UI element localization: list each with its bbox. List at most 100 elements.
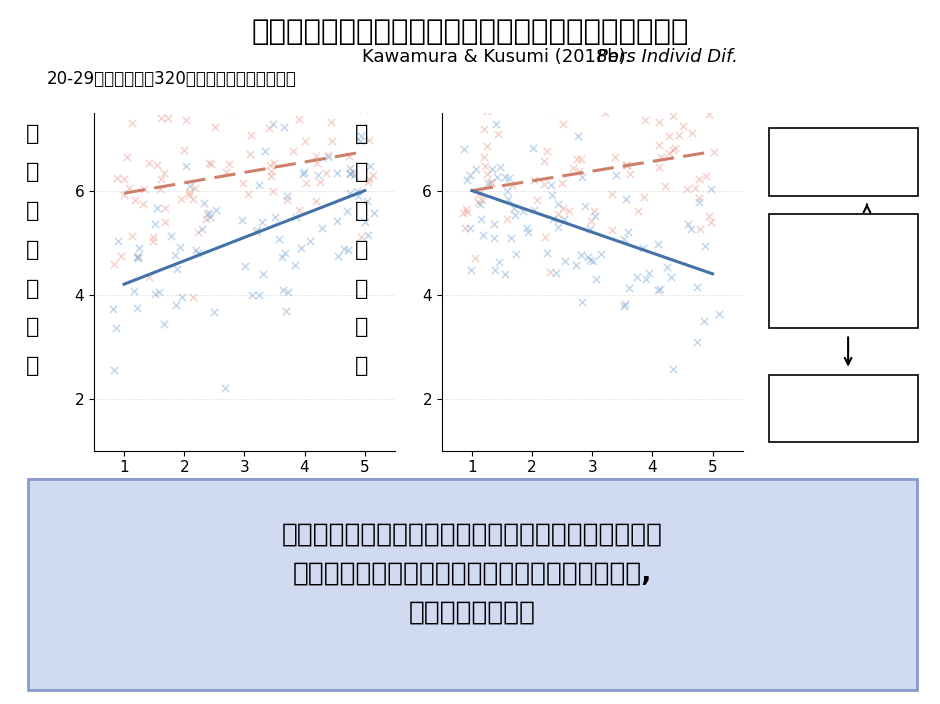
Point (467, 252, 482, 263)
Point (650, 284, 666, 296)
Point (342, 162, 357, 173)
Point (638, 274, 653, 285)
Point (477, 123, 492, 134)
Point (634, 90, 649, 101)
Point (555, 177, 570, 189)
Text: 他: 他 (355, 163, 368, 182)
Point (360, 229, 375, 240)
Text: 評: 評 (26, 279, 39, 298)
Point (658, 180, 673, 191)
Point (566, 162, 581, 173)
Point (272, 48, 287, 59)
Text: 値: 値 (26, 356, 39, 376)
Text: 規範: 規範 (785, 229, 803, 244)
Point (540, 145, 555, 156)
Point (549, 268, 564, 279)
Point (252, 289, 267, 301)
Point (557, 256, 572, 267)
Point (252, 180, 267, 191)
Text: 定: 定 (26, 318, 39, 337)
Point (185, 291, 200, 303)
Point (521, 226, 536, 237)
Point (263, 170, 278, 182)
Point (556, 202, 571, 213)
Point (631, 206, 646, 217)
Point (261, 122, 276, 133)
Point (508, 209, 523, 220)
Point (366, 170, 381, 181)
Point (714, 48, 729, 59)
Point (244, 289, 259, 301)
Point (330, 215, 345, 227)
Point (130, 303, 145, 314)
Point (367, 208, 382, 219)
Point (537, 178, 552, 189)
Point (293, 242, 308, 253)
Text: 値: 値 (355, 356, 368, 376)
Point (286, 145, 301, 156)
Point (179, 115, 194, 126)
Point (357, 216, 372, 227)
Point (347, 170, 362, 181)
Point (583, 224, 598, 235)
Point (278, 305, 293, 316)
Point (651, 161, 666, 172)
Point (604, 189, 619, 200)
Point (583, 215, 598, 227)
Point (608, 170, 623, 181)
Point (619, 159, 634, 170)
Point (188, 245, 203, 256)
Point (486, 233, 501, 244)
Point (137, 184, 152, 195)
Point (309, 158, 324, 169)
Point (556, 118, 571, 130)
Point (219, 166, 234, 177)
Point (471, 196, 486, 208)
Point (509, 248, 524, 259)
Point (551, 199, 566, 210)
Point (208, 121, 223, 132)
Point (690, 337, 705, 348)
Point (173, 193, 188, 204)
Point (457, 222, 472, 234)
Point (122, 182, 137, 194)
Point (339, 206, 354, 217)
Point (526, 204, 541, 215)
Point (167, 249, 182, 260)
Point (666, 144, 681, 156)
Point (236, 177, 251, 189)
Point (527, 80, 542, 91)
Point (321, 149, 336, 161)
Point (683, 224, 698, 235)
Point (662, 148, 677, 159)
Point (302, 235, 317, 246)
Point (308, 195, 323, 206)
Point (182, 181, 197, 192)
Point (652, 283, 667, 294)
Point (343, 168, 358, 179)
Point (355, 103, 370, 115)
Point (350, 185, 365, 196)
Point (349, 39, 364, 50)
Point (652, 72, 667, 83)
Point (462, 169, 478, 180)
Point (654, 151, 669, 163)
Point (455, 207, 470, 218)
Point (489, 119, 504, 130)
Point (697, 315, 712, 326)
Point (291, 204, 306, 215)
Point (312, 177, 327, 188)
Point (330, 251, 345, 262)
Point (561, 205, 576, 216)
Point (712, 308, 727, 320)
Point (537, 232, 552, 243)
Point (586, 256, 601, 267)
Point (456, 143, 471, 154)
Point (279, 191, 294, 202)
Text: 利: 利 (26, 124, 39, 144)
Point (479, 141, 494, 152)
Point (597, 99, 612, 110)
Point (707, 146, 722, 158)
Point (199, 213, 214, 225)
Point (680, 184, 695, 195)
